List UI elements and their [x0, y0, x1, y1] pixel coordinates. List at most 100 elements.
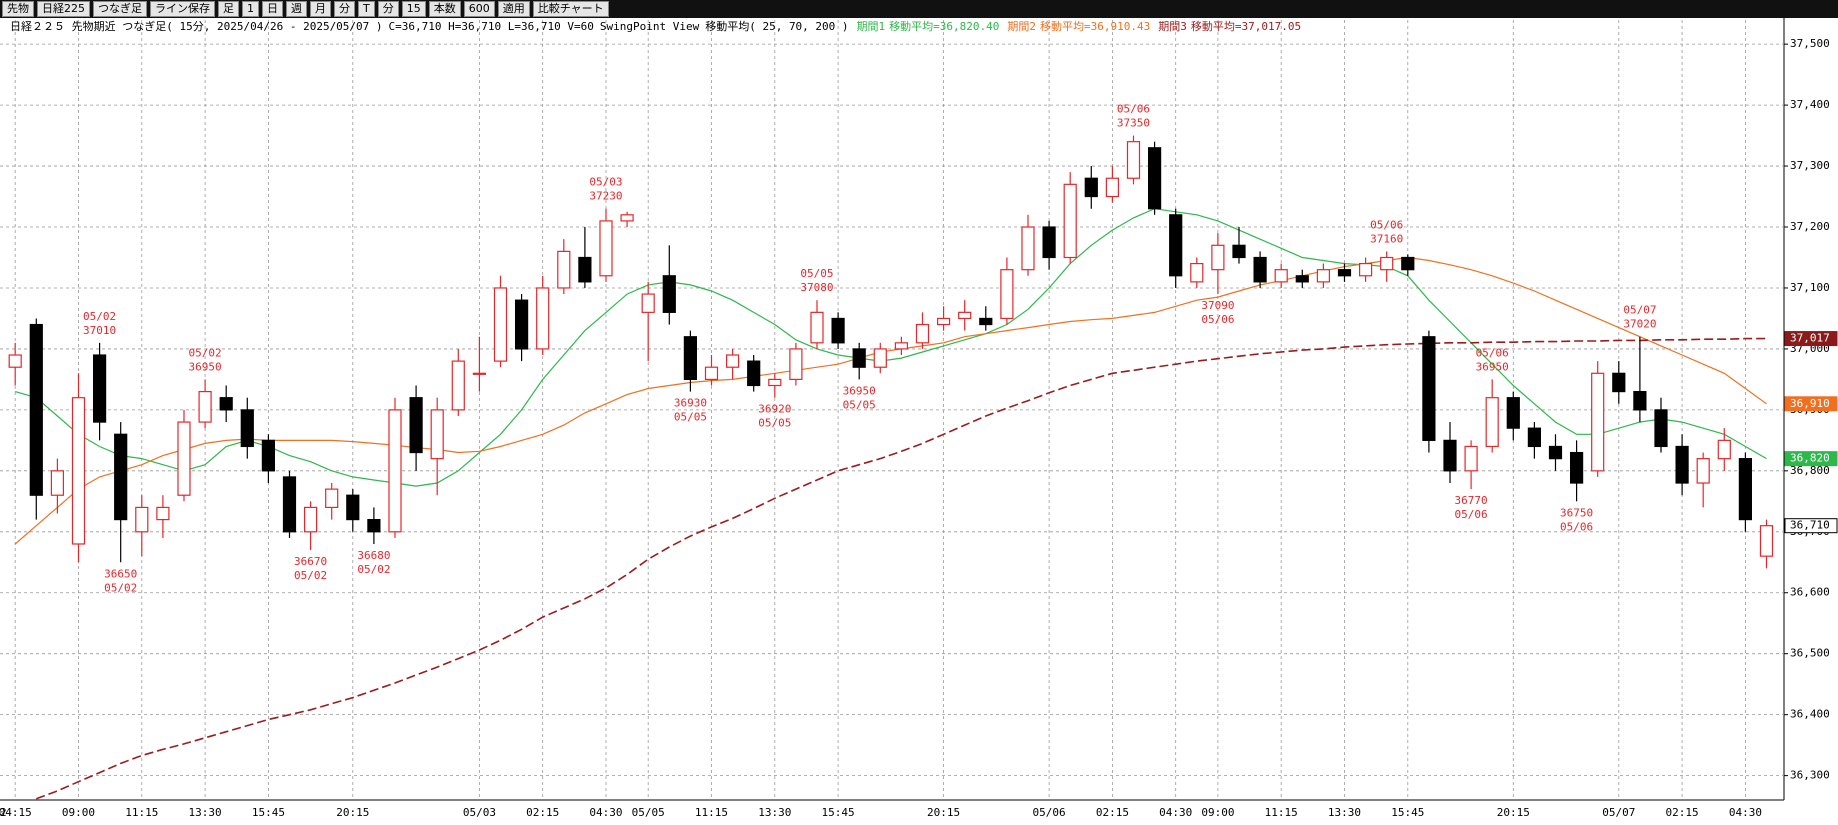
candle-body	[1485, 397, 1499, 448]
candle-body	[71, 397, 86, 545]
candle-body	[1506, 397, 1520, 429]
candle-body	[1422, 336, 1436, 441]
swing-price: 36770	[1455, 494, 1488, 507]
candle-body	[1169, 214, 1183, 277]
candle-body	[1337, 269, 1352, 277]
header-part: 日経２２５ 先物期近 つなぎ足( 15分, 2025/04/26 - 2025/…	[10, 19, 383, 33]
candle-body	[430, 409, 444, 460]
toolbar-item[interactable]: T	[358, 1, 375, 17]
ma-line	[14, 256, 1767, 545]
candle-body	[894, 342, 908, 350]
header-part: SwingPoint View	[600, 20, 700, 33]
x-tick-label: 20:15	[336, 806, 369, 819]
candle-body	[514, 299, 529, 350]
swing-date: 05/03	[589, 176, 622, 189]
candle-body	[852, 348, 866, 368]
x-tick-label: 05/07	[1602, 806, 1635, 819]
price-tag	[1784, 451, 1838, 467]
candle-body	[92, 354, 107, 423]
toolbar-item[interactable]: 600	[463, 1, 495, 17]
swing-date: 05/02	[83, 310, 116, 323]
axis-panel	[1784, 18, 1838, 825]
swing-date: 05/06	[1560, 520, 1593, 533]
candle-body	[50, 470, 64, 496]
swing-price: 36950	[1476, 360, 1509, 373]
x-tick-label: 04:30	[1729, 806, 1762, 819]
x-tick-label: 02:15	[526, 806, 559, 819]
candle-body	[472, 372, 486, 375]
x-tick-label: 05/06	[1033, 806, 1066, 819]
toolbar-item[interactable]: 分	[377, 1, 399, 17]
x-tick-label: 04:15	[0, 806, 32, 819]
swing-price: 36950	[843, 384, 876, 397]
candle-body	[1738, 458, 1752, 521]
toolbar-item[interactable]: つなぎ足	[93, 1, 147, 17]
swing-date: 05/02	[294, 569, 327, 582]
swing-date: 05/07	[1623, 304, 1656, 317]
candle-body	[1759, 525, 1774, 557]
toolbar-item[interactable]: 比較チャート	[532, 1, 609, 17]
swing-price: 37010	[83, 324, 116, 337]
candle-body	[1633, 390, 1647, 411]
candle-body	[1675, 445, 1689, 484]
candle-body	[747, 360, 761, 387]
x-tick-label: 02:15	[1096, 806, 1129, 819]
y-tick-label: 36,800	[1790, 464, 1830, 477]
candle-body	[1190, 262, 1204, 283]
toolbar-item[interactable]: 適用	[497, 1, 530, 17]
x-tick-label: 04:30	[1159, 806, 1192, 819]
candle-body	[1084, 177, 1098, 198]
legend-name: 期間3	[1158, 20, 1187, 33]
candle-body	[1527, 427, 1541, 448]
swing-date: 05/05	[674, 411, 707, 424]
swing-price: 36750	[1560, 506, 1593, 519]
candle-body	[979, 317, 993, 326]
candle-body	[557, 250, 571, 289]
y-tick-label: 37,400	[1790, 98, 1830, 111]
price-tag-label: 36,710	[1790, 519, 1830, 532]
candle-body	[725, 354, 740, 368]
toolbar-item[interactable]: 15	[401, 1, 426, 17]
toolbar-item[interactable]: ライン保存	[150, 1, 215, 17]
toolbar-item[interactable]: 本数	[428, 1, 461, 17]
candle-body	[1126, 141, 1141, 179]
toolbar-item[interactable]: 1	[242, 1, 259, 17]
candle-body	[1380, 256, 1394, 271]
toolbar-item[interactable]: 先物	[2, 1, 34, 17]
toolbar-item[interactable]: 日	[262, 1, 283, 17]
toolbar-item[interactable]: 月	[310, 1, 331, 17]
toolbar-item[interactable]: 日経225	[37, 1, 90, 17]
candle-body	[240, 409, 254, 448]
legend-text: 移動平均=36,910.43	[1040, 19, 1150, 33]
header-part: C=36,710 H=36,710 L=36,710 V=60	[389, 20, 594, 33]
toolbar-item[interactable]: 週	[286, 1, 307, 17]
x-tick-label: 05/03	[463, 806, 496, 819]
candle-body	[29, 323, 43, 496]
swing-price: 37020	[1623, 318, 1656, 331]
x-tick-label: 20:15	[927, 806, 960, 819]
candle-body	[662, 275, 676, 313]
swing-date: 05/05	[758, 417, 791, 430]
candle-body	[831, 317, 845, 344]
swing-date: 05/02	[104, 581, 137, 594]
swing-date: 05/06	[1370, 218, 1403, 231]
x-tick-label: 15:45	[1391, 806, 1424, 819]
x-tick-label: 13:30	[758, 806, 791, 819]
candle-body	[789, 348, 803, 381]
toolbar-item[interactable]: 足	[218, 1, 239, 17]
price-tag-label: 37,017	[1790, 332, 1830, 345]
candle-body	[1612, 372, 1626, 393]
y-tick-label: 36,400	[1790, 708, 1830, 721]
candle-body	[1591, 372, 1605, 472]
swing-date: 05/06	[1117, 103, 1150, 116]
toolbar-item[interactable]: 分	[334, 1, 355, 17]
candle-body	[388, 409, 402, 533]
x-tick-label: 04:30	[589, 806, 622, 819]
swing-date: 05/02	[357, 563, 390, 576]
candle-body	[536, 287, 550, 350]
candle-body	[261, 439, 275, 472]
toolbar: 先物 日経225 つなぎ足 ライン保存足 1 日週月分 T 分 15 本数 600 適用 比較チャート	[0, 0, 1838, 18]
y-tick-label: 36,300	[1790, 769, 1830, 782]
x-tick-label: 09:00	[62, 806, 95, 819]
